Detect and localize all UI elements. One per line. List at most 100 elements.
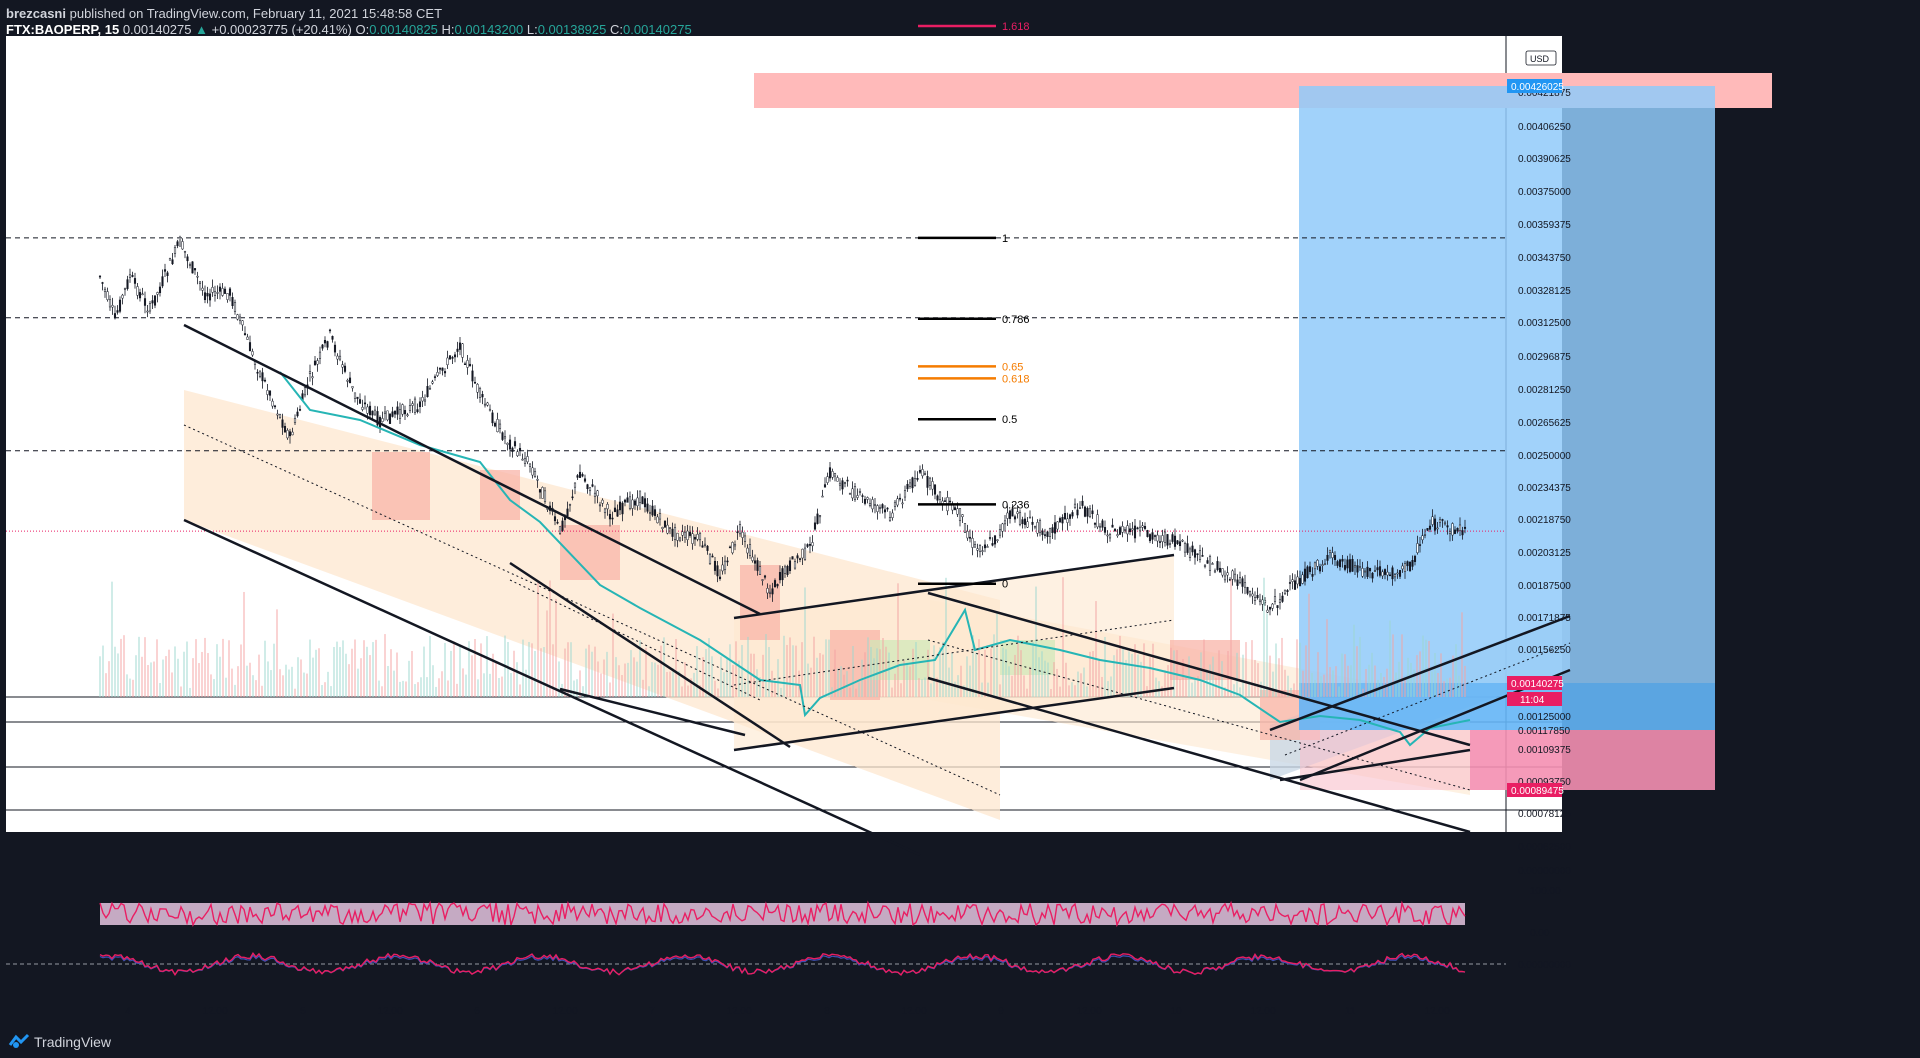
- candle-body: [936, 495, 939, 501]
- cloud-segment: [1170, 640, 1240, 680]
- time-axis-tick: 5: [300, 1006, 306, 1017]
- candle-body: [781, 568, 784, 581]
- candle-body: [286, 430, 289, 439]
- candle-body: [178, 236, 182, 247]
- candle-body: [1281, 595, 1284, 602]
- candle-body: [1006, 512, 1009, 519]
- candle-body: [1351, 558, 1354, 572]
- candle-body: [1013, 516, 1017, 520]
- candle-body: [341, 364, 344, 368]
- candle-body: [523, 458, 527, 464]
- candle-body: [1183, 543, 1187, 553]
- candle-body: [511, 447, 514, 452]
- candle-body: [361, 406, 364, 410]
- channel-midline: [927, 639, 1471, 791]
- candle-body: [1016, 511, 1019, 514]
- author-name[interactable]: brezcasni: [6, 6, 66, 21]
- price-axis-tick: 0.00187500: [1518, 581, 1571, 592]
- candle-body: [568, 503, 572, 506]
- candle-body: [161, 276, 164, 287]
- candle-body: [1408, 561, 1412, 571]
- candle-body: [1406, 561, 1409, 567]
- candle-body: [773, 580, 777, 588]
- tradingview-logo-icon[interactable]: [8, 1033, 30, 1049]
- candle-body: [1038, 520, 1042, 534]
- candle-body: [1073, 503, 1077, 508]
- candle-body: [1188, 548, 1192, 558]
- candle-body: [1423, 534, 1427, 536]
- candle-body: [1416, 543, 1419, 553]
- candle-body: [1053, 522, 1057, 534]
- candle-body: [368, 405, 372, 416]
- candle-body: [1173, 535, 1177, 547]
- symbol-label[interactable]: FTX:BAOPERP, 15: [6, 22, 120, 37]
- candle-body: [1383, 569, 1387, 575]
- candle-body: [501, 432, 504, 440]
- candle-body: [528, 463, 532, 467]
- candle-body: [906, 484, 909, 490]
- candle-body: [1163, 531, 1167, 543]
- candle-body: [1431, 516, 1434, 525]
- candle-body: [723, 560, 727, 571]
- candle-body: [818, 514, 822, 518]
- candle-body: [848, 493, 852, 495]
- candle-body: [1411, 560, 1414, 567]
- ohlc-line: FTX:BAOPERP, 15 0.00140275 ▲ +0.00023775…: [6, 22, 692, 37]
- candle-body: [986, 546, 989, 548]
- candle-body: [166, 272, 169, 276]
- candle-body: [1316, 559, 1319, 567]
- candle-body: [1448, 531, 1452, 534]
- candle-body: [1036, 522, 1039, 534]
- stop-price-tag: 0.00089475: [1511, 786, 1564, 797]
- candle-body: [731, 542, 734, 554]
- oscillator-axis-tick: 0.00000000: [1518, 960, 1571, 971]
- candle-body: [1081, 500, 1084, 506]
- candle-body: [1291, 579, 1294, 582]
- candle-body: [1211, 563, 1214, 565]
- candle-body: [256, 371, 259, 374]
- candle-body: [1101, 520, 1104, 528]
- channel-midline: [1284, 642, 1571, 756]
- candle-body: [1033, 525, 1037, 528]
- candle-body: [778, 572, 782, 581]
- time-axis-tick: 6: [474, 1006, 480, 1017]
- candle-body: [761, 579, 764, 581]
- candle-body: [816, 513, 819, 524]
- channel-midline: [733, 619, 1175, 686]
- candle-body: [1226, 572, 1229, 576]
- candle-body: [1086, 507, 1089, 517]
- candle-body: [1413, 555, 1417, 562]
- candle-body: [553, 516, 557, 522]
- candle-body: [1446, 525, 1449, 528]
- fib-level-label: 0.786: [1002, 314, 1030, 326]
- candle-body: [151, 300, 154, 304]
- candle-body: [298, 409, 302, 411]
- candle-body: [348, 377, 352, 384]
- candle-body: [916, 478, 919, 480]
- candle-body: [1158, 541, 1162, 543]
- rsi-line: [99, 900, 1466, 928]
- candle-body: [673, 527, 677, 540]
- candle-body: [921, 469, 924, 477]
- candle-body: [1093, 523, 1097, 525]
- candle-body: [486, 402, 489, 406]
- candle-body: [806, 544, 809, 547]
- candle-body: [351, 386, 354, 389]
- candle-body: [826, 476, 829, 483]
- candle-body: [623, 499, 627, 503]
- candle-body: [1193, 549, 1197, 558]
- candle-body: [213, 291, 217, 296]
- candle-body: [1091, 510, 1094, 515]
- tradingview-brand[interactable]: TradingView: [34, 1034, 112, 1050]
- candle-body: [1391, 567, 1394, 580]
- trend-line: [733, 553, 1175, 620]
- candle-body: [136, 286, 139, 296]
- rsi-axis-tick: 100.00: [1530, 886, 1561, 897]
- candle-body: [1233, 573, 1237, 581]
- candle-body: [701, 545, 704, 548]
- candle-body: [1451, 523, 1454, 536]
- currency-badge: [1525, 50, 1557, 66]
- candle-body: [693, 537, 697, 540]
- target-price-tag: 0.00426025: [1511, 82, 1564, 93]
